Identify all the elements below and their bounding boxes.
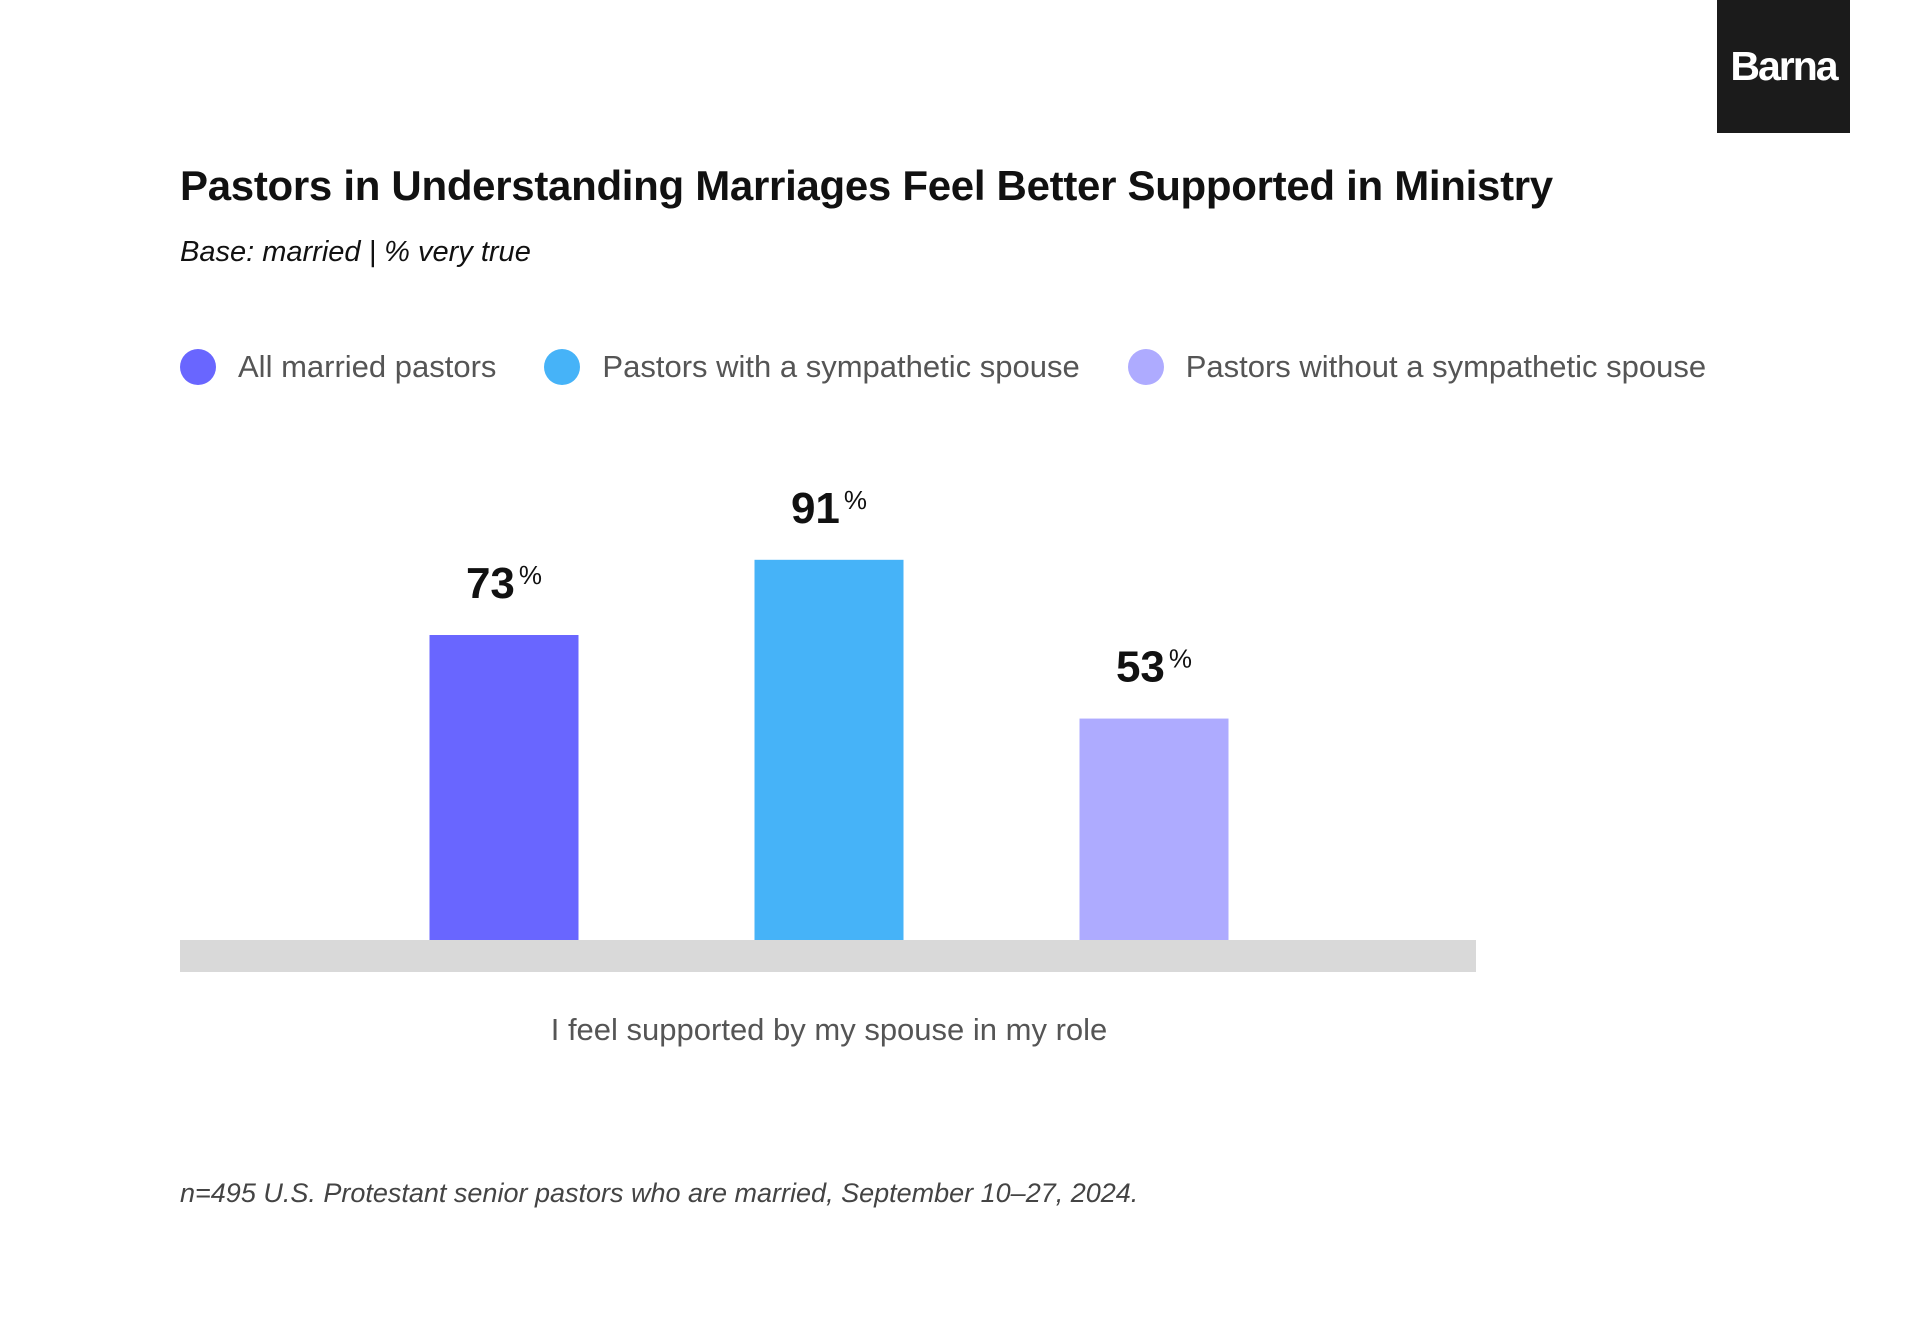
data-label-3: 53% — [1116, 643, 1192, 692]
bar-3 — [1079, 718, 1229, 940]
chart-subtitle: Base: married | % very true — [180, 236, 531, 268]
bar-2 — [754, 559, 904, 940]
x-axis-baseline — [180, 940, 1476, 972]
chart-legend: All married pastors Pastors with a sympa… — [180, 344, 1706, 390]
legend-label-sympathetic: Pastors with a sympathetic spouse — [602, 349, 1080, 384]
legend-label-all-married: All married pastors — [238, 349, 497, 384]
legend-item-all-married: All married pastors — [180, 349, 496, 385]
legend-item-sympathetic: Pastors with a sympathetic spouse — [544, 349, 1080, 385]
legend-swatch-sympathetic — [544, 349, 581, 385]
legend-swatch-all-married — [180, 349, 216, 385]
barna-logo: Barna — [1717, 0, 1850, 133]
data-label-1: 73% — [466, 559, 542, 608]
legend-label-not-sympathetic: Pastors without a sympathetic spouse — [1185, 349, 1707, 384]
chart-title: Pastors in Understanding Marriages Feel … — [180, 162, 1553, 209]
legend-swatch-not-sympathetic — [1127, 349, 1164, 385]
category-label: I feel supported by my spouse in my role — [551, 1012, 1108, 1047]
footnote: n=495 U.S. Protestant senior pastors who… — [180, 1178, 1139, 1208]
bar-1 — [429, 635, 579, 940]
legend-item-not-sympathetic: Pastors without a sympathetic spouse — [1127, 349, 1707, 385]
data-label-2: 91% — [791, 484, 867, 533]
